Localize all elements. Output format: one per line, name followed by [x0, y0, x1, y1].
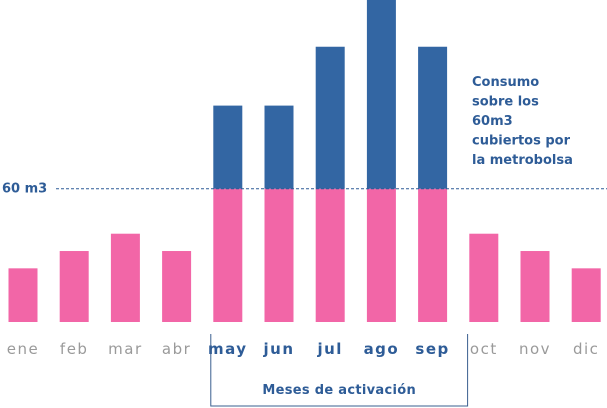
month-label-oct: oct — [470, 340, 498, 358]
bar-excess-ago — [366, 0, 396, 189]
bar-base-sep — [418, 188, 448, 322]
month-label-abr: abr — [162, 340, 191, 358]
activation-months-label: Meses de activación — [262, 383, 416, 398]
reference-line-label: 60 m3 — [2, 182, 47, 197]
excess-annotation: Consumo sobre los 60m3 cubiertos por la metr… — [472, 75, 573, 168]
bar-base-jun — [264, 188, 294, 322]
month-label-mar: mar — [108, 340, 142, 358]
bar-base-ene — [8, 268, 38, 322]
bar-base-dic — [571, 268, 601, 322]
bar-base-nov — [520, 251, 550, 322]
bars-group — [8, 0, 601, 322]
bar-base-mar — [110, 233, 140, 322]
bar-excess-may — [213, 105, 243, 189]
excess-annotation-line: cubiertos por — [472, 134, 571, 149]
bar-excess-jun — [264, 105, 294, 189]
excess-annotation-line: 60m3 — [472, 114, 513, 129]
bar-base-feb — [59, 251, 89, 322]
month-label-ago: ago — [364, 340, 400, 358]
bar-base-oct — [469, 233, 499, 322]
excess-annotation-line: sobre los — [472, 95, 539, 110]
month-label-feb: feb — [60, 340, 89, 358]
month-label-dic: dic — [573, 340, 599, 358]
bar-base-may — [213, 188, 243, 322]
bar-base-abr — [162, 251, 192, 322]
bar-base-jul — [315, 188, 345, 322]
excess-annotation-line: la metrobolsa — [472, 153, 573, 168]
bar-excess-sep — [418, 46, 448, 189]
month-label-jul: jul — [316, 340, 342, 358]
month-label-may: may — [208, 340, 248, 358]
month-label-jun: jun — [263, 340, 295, 358]
month-labels-group: ene feb mar abr may jun jul ago sep oct nov dic — [7, 340, 599, 358]
excess-annotation-line: Consumo — [472, 75, 539, 90]
month-label-sep: sep — [415, 340, 449, 358]
bar-base-ago — [366, 188, 396, 322]
month-label-nov: nov — [519, 340, 551, 358]
bar-excess-jul — [315, 46, 345, 189]
month-label-ene: ene — [7, 340, 39, 358]
activation-months-bracket — [210, 334, 469, 407]
